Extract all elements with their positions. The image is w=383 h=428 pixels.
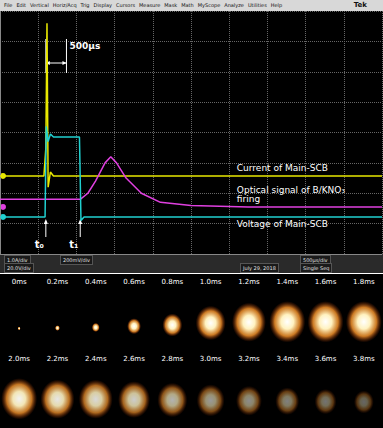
- svg-text:firing: firing: [237, 194, 260, 204]
- html-text:MyScope: MyScope: [197, 2, 221, 8]
- svg-text:Optical signal of B/KNO₃: Optical signal of B/KNO₃: [236, 185, 348, 196]
- html-text:Horiz/Acq: Horiz/Acq: [52, 2, 77, 8]
- html-text:Single Seq: Single Seq: [303, 265, 330, 271]
- svg-text:0.2ms: 0.2ms: [47, 278, 69, 286]
- html-text:Help: Help: [270, 2, 283, 8]
- html-text:July 29, 2018: July 29, 2018: [243, 265, 276, 271]
- svg-text:0.4ms: 0.4ms: [85, 278, 107, 286]
- svg-text:1.2ms: 1.2ms: [238, 278, 260, 286]
- svg-text:3.2ms: 3.2ms: [238, 355, 260, 363]
- svg-text:3.6ms: 3.6ms: [315, 355, 337, 363]
- html-text:Edit: Edit: [16, 2, 27, 8]
- svg-text:1.8ms: 1.8ms: [353, 278, 375, 286]
- html-text:Tek: Tek: [353, 1, 367, 9]
- svg-text:2.0ms: 2.0ms: [8, 355, 30, 363]
- svg-text:3.4ms: 3.4ms: [276, 355, 298, 363]
- html-text:200mV/div: 200mV/div: [63, 257, 90, 263]
- svg-text:1.4ms: 1.4ms: [276, 278, 298, 286]
- html-text:Analyze: Analyze: [224, 2, 244, 8]
- html-text:Display: Display: [93, 2, 112, 8]
- html-text:500μs/div: 500μs/div: [303, 257, 328, 263]
- svg-text:2.4ms: 2.4ms: [85, 355, 107, 363]
- html-text:Measure: Measure: [139, 2, 161, 8]
- svg-text:t₀: t₀: [35, 239, 44, 250]
- svg-text:Voltage of Main-SCB: Voltage of Main-SCB: [237, 219, 328, 229]
- svg-text:1.6ms: 1.6ms: [315, 278, 337, 286]
- svg-text:1.0ms: 1.0ms: [200, 278, 222, 286]
- svg-text:3.8ms: 3.8ms: [353, 355, 375, 363]
- svg-text:0ms: 0ms: [12, 278, 27, 286]
- html-text:File: File: [4, 2, 13, 8]
- svg-text:2.2ms: 2.2ms: [47, 355, 69, 363]
- html-text:Trig: Trig: [80, 2, 90, 8]
- svg-text:Current of Main-SCB: Current of Main-SCB: [237, 163, 328, 173]
- svg-text:0.8ms: 0.8ms: [162, 278, 184, 286]
- html-text:Math: Math: [181, 2, 194, 8]
- svg-text:500μs: 500μs: [69, 41, 100, 51]
- html-text:Mask: Mask: [164, 2, 178, 8]
- html-text:Cursors: Cursors: [116, 2, 135, 8]
- svg-text:3.0ms: 3.0ms: [200, 355, 222, 363]
- html-text:20.0V/div: 20.0V/div: [7, 265, 31, 271]
- svg-text:t₁: t₁: [69, 239, 78, 250]
- html-text:Utilities: Utilities: [247, 2, 267, 8]
- svg-text:2.8ms: 2.8ms: [162, 355, 184, 363]
- html-text:1.0A/div: 1.0A/div: [7, 257, 28, 263]
- svg-text:2.6ms: 2.6ms: [123, 355, 145, 363]
- html-text:Vertical: Vertical: [30, 2, 49, 8]
- svg-text:0.6ms: 0.6ms: [123, 278, 145, 286]
